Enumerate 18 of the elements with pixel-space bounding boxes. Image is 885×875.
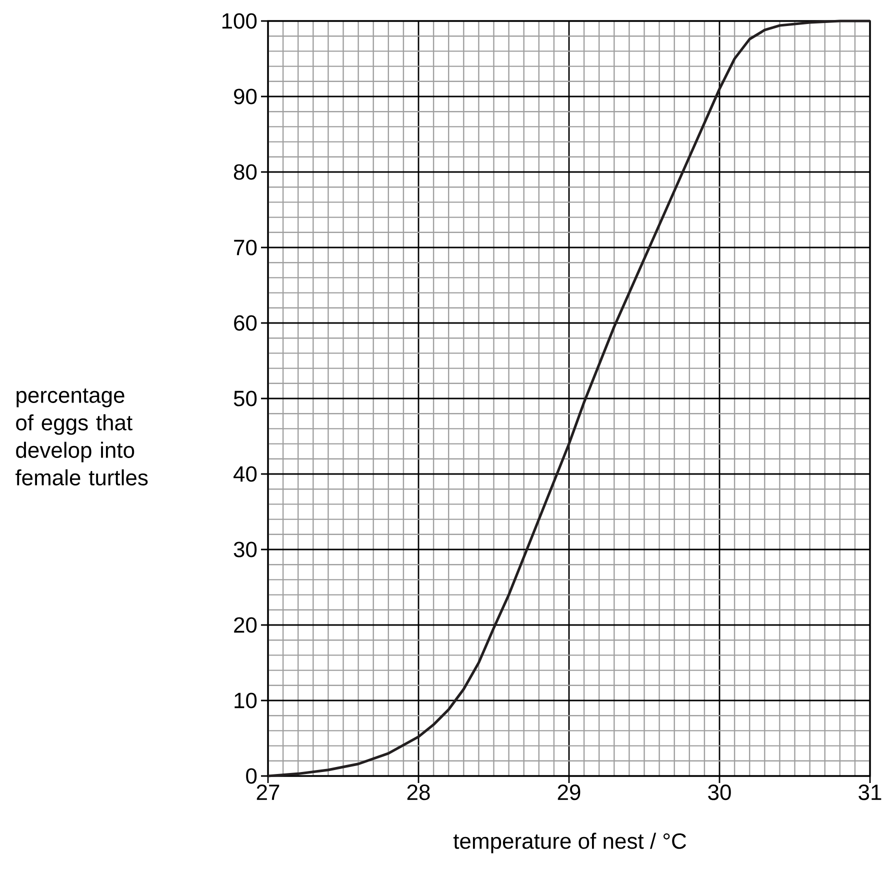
y-tick-label: 10	[234, 692, 257, 708]
x-tick-label: 27	[256, 784, 280, 800]
y-tick-label: 20	[234, 617, 257, 633]
y-tick-label: 70	[234, 240, 257, 256]
y-tick-label: 80	[234, 164, 257, 180]
y-axis-title: percentage of eggs that develop into female turtles	[16, 388, 148, 486]
x-tick-label: 30	[708, 784, 731, 800]
x-tick-label: 29	[558, 784, 580, 800]
y-tick-label: 50	[234, 390, 257, 406]
y-tick-label: 60	[234, 315, 257, 331]
x-tick-label: 31	[858, 784, 882, 800]
x-tick-label: 28	[407, 784, 430, 800]
y-tick-label: 30	[234, 542, 257, 558]
y-tick-label: 0	[246, 768, 257, 784]
y-tick-label: 90	[234, 88, 257, 104]
y-tick-label: 100	[222, 13, 257, 29]
y-tick-label: 40	[234, 466, 257, 482]
x-axis-title: temperature of nest / °C	[453, 832, 686, 854]
